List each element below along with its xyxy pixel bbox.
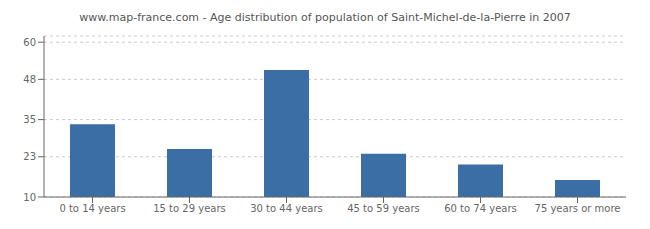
- svg-text:23: 23: [23, 151, 36, 162]
- svg-text:10: 10: [23, 192, 36, 203]
- svg-text:48: 48: [23, 74, 36, 85]
- svg-text:35: 35: [23, 114, 36, 125]
- html-text:www.map-france.com - Age distr: www.map-france.com - Age distribution of…: [79, 11, 571, 24]
- svg-text:30 to 44 years: 30 to 44 years: [250, 203, 323, 214]
- svg-text:75 years or more: 75 years or more: [535, 203, 621, 214]
- svg-text:60: 60: [23, 37, 36, 48]
- svg-text:15 to 29 years: 15 to 29 years: [153, 203, 226, 214]
- svg-text:60 to 74 years: 60 to 74 years: [444, 203, 517, 214]
- svg-text:45 to 59 years: 45 to 59 years: [347, 203, 420, 214]
- svg-text:0 to 14 years: 0 to 14 years: [59, 203, 125, 214]
